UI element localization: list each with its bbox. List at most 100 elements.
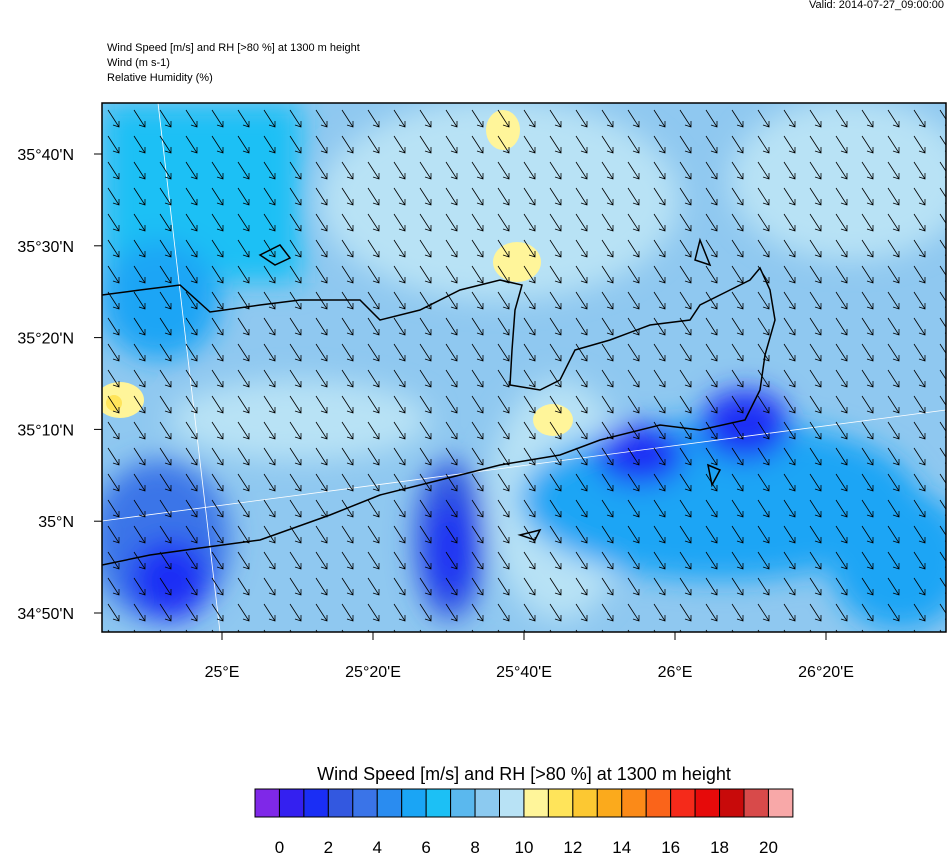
wind-arrow [211,239,224,258]
wind-arrow [679,161,692,180]
wind-arrow [159,447,172,466]
wind-arrow [679,447,692,466]
wind-arrow [809,395,822,414]
wind-arrow [445,135,458,154]
wind-arrow [627,551,640,570]
wind-arrow [341,421,354,440]
wind-arrow [393,395,406,414]
wind-arrow [835,213,848,232]
wind-arrow [835,447,848,466]
wind-arrow [575,343,588,362]
wind-arrow [211,343,224,362]
wind-arrow [107,395,120,414]
wind-arrow [549,577,562,596]
wind-arrow [471,603,484,622]
wind-arrow [185,577,198,596]
wind-arrow [653,395,666,414]
wind-arrow [107,421,120,440]
wind-arrow [341,265,354,284]
wind-arrow [549,369,562,388]
wind-arrow [289,473,302,492]
wind-arrow [393,265,406,284]
wind-arrow [861,525,874,544]
wind-arrow [757,135,770,154]
wind-arrow [835,135,848,154]
wind-arrow [757,577,770,596]
colorbar-box [743,788,769,818]
wind-arrow [185,213,198,232]
wind-arrow [809,265,822,284]
wind-arrow [887,499,900,518]
wind-arrow [393,109,406,128]
wind-arrow [445,525,458,544]
wind-arrow [367,265,380,284]
wind-arrow [185,603,198,622]
wind-arrow [835,291,848,310]
wind-arrow [705,265,718,284]
wind-arrow [809,317,822,336]
wind-arrow [913,447,926,466]
wind-arrow [341,343,354,362]
wind-arrow [471,187,484,206]
wind-arrow [575,603,588,622]
wind-arrow [393,187,406,206]
wind-arrow [107,369,120,388]
wind-arrow [809,473,822,492]
wind-arrow [289,317,302,336]
title-line: Relative Humidity (%) [107,72,213,84]
wind-arrow [679,473,692,492]
wind-arrow [497,447,510,466]
valid-time: Valid: 2014-07-27_09:00:00 [809,0,944,11]
wind-arrow [601,135,614,154]
wind-arrow [263,239,276,258]
wind-arrow [393,421,406,440]
wind-arrow [575,213,588,232]
wind-arrow [705,161,718,180]
wind-arrow [887,421,900,440]
wind-arrow [653,473,666,492]
wind-arrow [679,291,692,310]
wind-arrow [913,525,926,544]
wind-arrow [523,291,536,310]
wind-arrow [211,525,224,544]
wind-arrow [601,291,614,310]
wind-arrow [263,161,276,180]
wind-arrow [185,187,198,206]
wind-arrow [835,187,848,206]
wind-arrow [835,265,848,284]
wind-arrow [159,473,172,492]
wind-arrow [601,369,614,388]
wind-arrow [523,577,536,596]
wind-arrow [159,577,172,596]
wind-arrow [601,395,614,414]
wind-arrow [497,603,510,622]
wind-arrow [289,135,302,154]
wind-arrow [367,109,380,128]
wind-arrow [263,291,276,310]
wind-arrow [263,213,276,232]
wind-arrow [913,343,926,362]
colorbar-box [327,788,354,818]
wind-arrow [107,265,120,284]
wind-arrow [419,369,432,388]
wind-arrow [263,551,276,570]
wind-arrow [809,161,822,180]
wind-arrow [133,395,146,414]
wind-arrow [367,473,380,492]
wind-arrow [419,551,432,570]
wind-arrow [341,551,354,570]
wind-arrow [107,473,120,492]
wind-arrow [913,603,926,622]
wind-arrow [159,395,172,414]
wind-arrow [419,239,432,258]
wind-arrow [731,395,744,414]
colorbar-box [254,788,280,818]
wind-arrow [445,551,458,570]
wind-arrow [315,265,328,284]
wind-arrow [211,395,224,414]
wind-arrow [159,291,172,310]
wind-arrow [367,343,380,362]
wind-arrow [757,395,770,414]
wind-arrow [679,109,692,128]
wind-arrow [185,369,198,388]
